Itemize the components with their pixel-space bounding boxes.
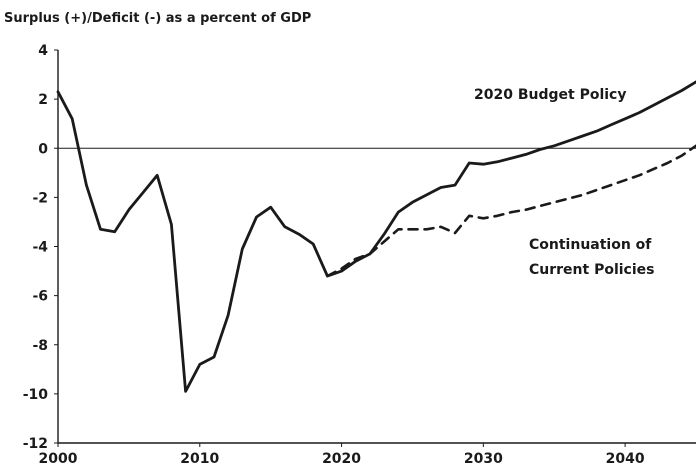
y-tick-label: 2 [38,92,48,108]
x-axis: 2000 2010 2020 2030 2040 [39,443,645,466]
y-axis-title: Surplus (+)/Deficit (-) as a percent of … [4,11,311,26]
x-tick-label: 2040 [606,451,645,466]
series-layer [56,80,696,393]
annotation-continuation-line2: Current Policies [529,262,654,278]
y-tick-label: 0 [38,141,48,157]
annotation-continuation-line1: Continuation of [529,237,652,253]
y-tick-label: -6 [32,289,48,305]
x-tick-label: 2030 [464,451,503,466]
y-axis: 4 2 0 -2 -4 -6 -8 -10 -12 [23,43,58,452]
x-tick-label: 2010 [180,451,219,466]
y-tick-label: -10 [23,387,49,403]
y-tick-label: -2 [32,190,48,206]
series-line-current-policies [326,144,696,278]
x-tick-label: 2020 [322,451,361,466]
series-line-budget-policy [56,80,696,393]
annotation-budget-policy: 2020 Budget Policy [474,87,626,103]
y-tick-label: -8 [32,338,48,354]
x-tick-label: 2000 [39,451,78,466]
y-tick-label: -4 [32,240,48,256]
y-tick-label: -12 [23,436,48,452]
y-tick-label: 4 [38,43,48,59]
